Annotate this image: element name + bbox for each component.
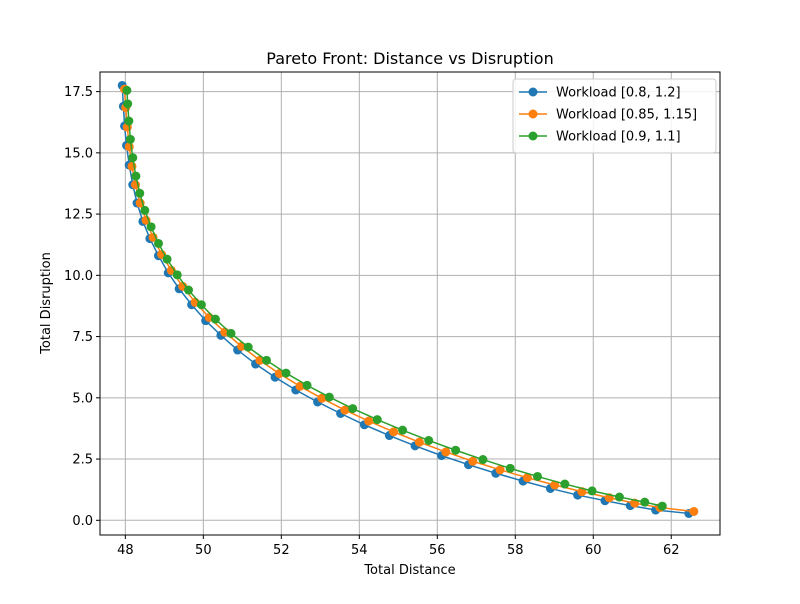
data-point [372,415,382,425]
data-point [533,471,543,481]
data-point [135,188,145,198]
x-tick-label: 48 [117,543,134,558]
series-line [121,85,689,515]
x-tick-label: 52 [273,543,290,558]
data-point [348,404,358,414]
data-point [340,405,350,415]
series-1 [117,80,694,518]
legend-label: Workload [0.85, 1.15] [556,108,697,123]
data-point [243,342,253,352]
x-tick-label: 54 [351,543,368,558]
y-tick-label: 5.0 [72,391,93,406]
data-point [414,437,424,447]
data-point [302,380,312,390]
x-tick-label: 62 [663,543,680,558]
y-tick-label: 15.0 [64,146,93,161]
data-point [140,205,150,215]
data-point [389,427,399,437]
y-tick-label: 12.5 [64,208,93,223]
legend-label: Workload [0.9, 1.1] [556,130,681,145]
y-tick-label: 10.0 [64,269,93,284]
data-point [324,392,334,402]
x-tick-label: 56 [429,543,446,558]
data-point [124,116,134,126]
series-line [126,90,663,507]
data-point [295,381,305,391]
axis-ticks: 48 50 52 54 56 58 60 62 0.0 2.5 5.0 7.5 10.0 12.5 15.0… [64,85,679,558]
x-tick-label: 50 [195,543,212,558]
legend-item: Workload [0.9, 1.1] [519,130,681,145]
legend-marker [528,87,538,97]
data-point [274,369,284,379]
chart-title: Pareto Front: Distance vs Disruption [266,49,553,68]
y-tick-label: 2.5 [72,453,93,468]
data-point [505,463,515,473]
legend-label: Workload [0.8, 1.2] [556,86,681,101]
data-point [196,300,206,310]
x-tick-label: 58 [507,543,524,558]
legend-marker [528,131,538,141]
data-point [364,416,374,426]
data-point [468,456,478,466]
data-point [614,492,624,502]
data-point [128,153,138,163]
data-point [550,480,560,490]
plot-series [117,80,699,518]
data-point [262,355,272,365]
data-point [210,314,220,324]
data-point [317,393,327,403]
data-point [281,368,291,378]
data-point [172,270,182,280]
x-axis-label: Total Distance [363,563,455,578]
data-point [657,501,667,511]
data-point [587,486,597,496]
data-point [123,99,133,109]
y-tick-label: 17.5 [64,85,93,100]
data-point [522,473,532,483]
legend-box [512,78,717,154]
data-point [640,497,650,507]
series-3 [122,85,667,511]
legend-item: Workload [0.85, 1.15] [519,108,697,123]
legend-item: Workload [0.8, 1.2] [519,86,681,101]
data-point [441,447,451,457]
x-tick-label: 60 [585,543,602,558]
data-point [131,171,141,181]
legend-marker [528,109,538,119]
data-point [689,506,699,516]
data-point [478,455,488,465]
data-point [226,328,236,338]
legend: Workload [0.8, 1.2] Workload [0.85, 1.15]… [512,78,717,154]
data-point [424,435,434,445]
y-tick-label: 0.0 [72,514,93,529]
data-point [146,222,156,232]
data-point [153,238,163,248]
axes-frame [99,71,721,536]
data-point [162,254,172,264]
data-point [560,479,570,489]
data-point [184,285,194,295]
data-point [495,465,505,475]
y-tick-label: 7.5 [72,330,93,345]
data-point [451,445,461,455]
data-point [398,425,408,435]
y-axis-label: Total Disruption [39,252,54,355]
data-point [125,134,135,144]
data-point [122,85,132,95]
